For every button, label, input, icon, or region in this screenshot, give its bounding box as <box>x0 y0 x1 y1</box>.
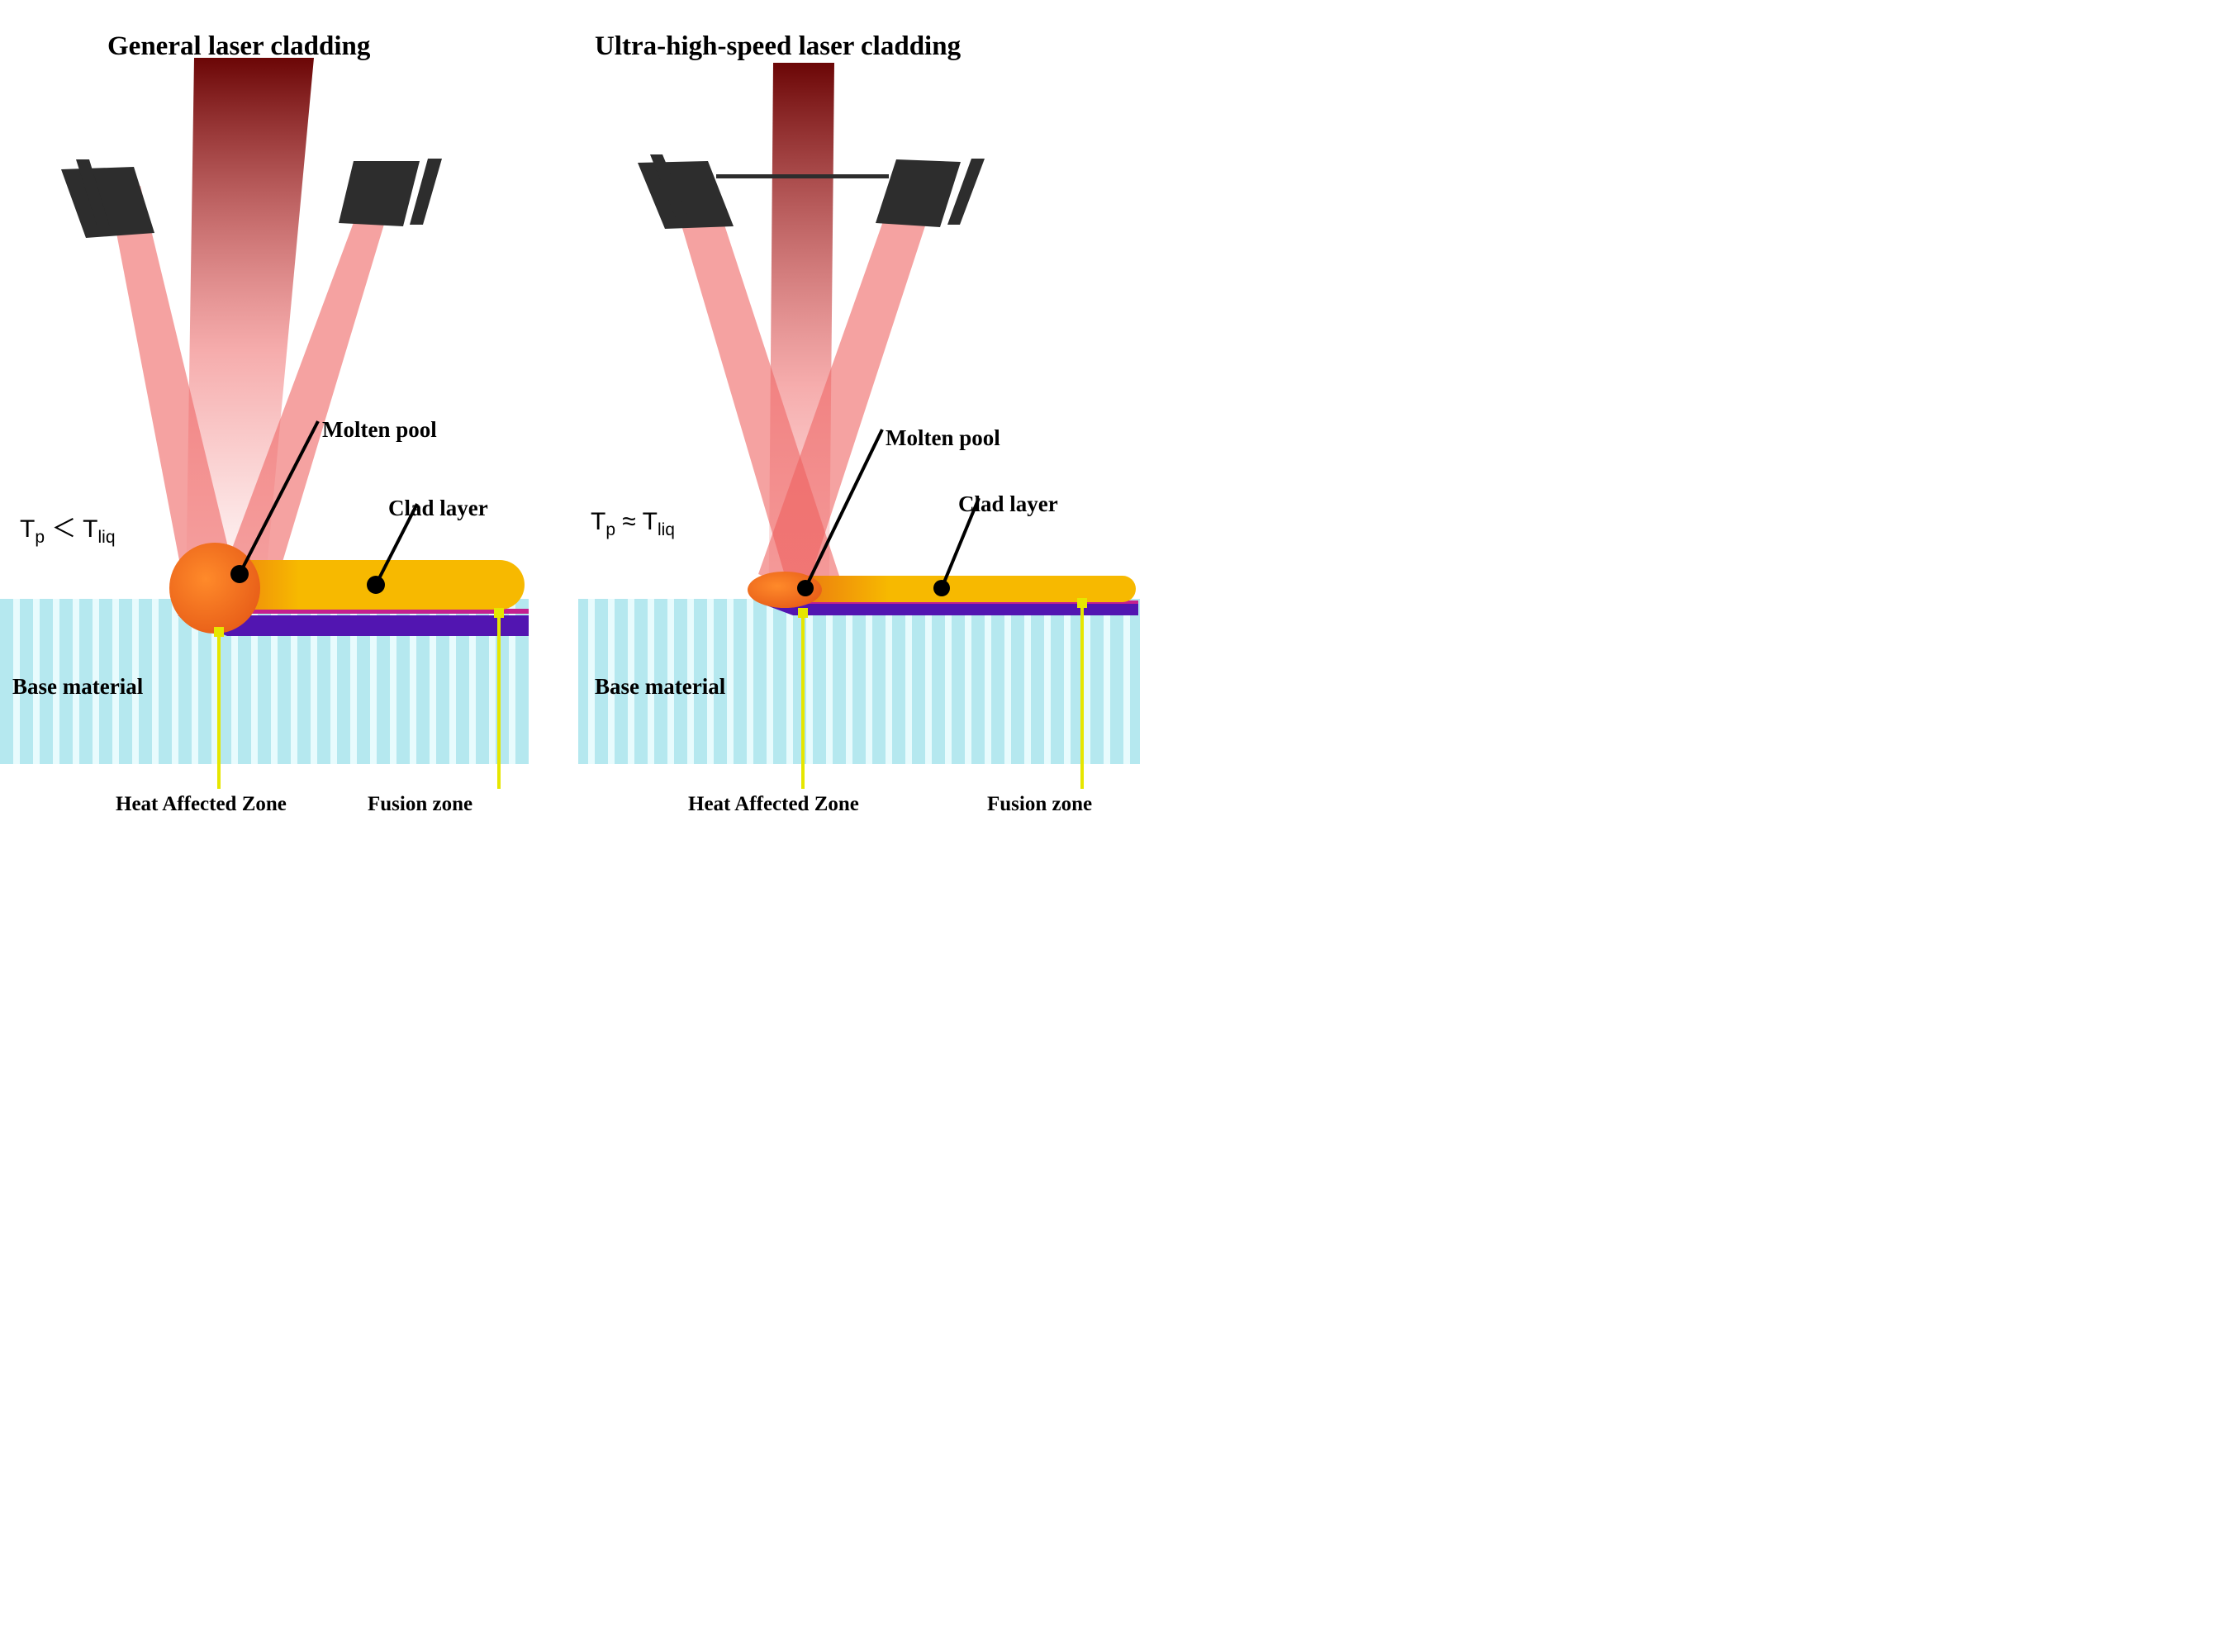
panel-title-uhs: Ultra-high-speed laser cladding <box>595 31 961 62</box>
nozzle-2 <box>339 161 420 226</box>
label-clad-uhs: Clad layer <box>958 491 1058 517</box>
molten-leader-dot <box>230 565 249 583</box>
haz-pointer-tip <box>214 627 224 637</box>
label-fusion-uhs: Fusion zone <box>987 793 1092 816</box>
temp-expression-uhs: Tp ≈ Tliq <box>591 508 675 540</box>
clad-leader-dot <box>367 576 385 594</box>
label-haz-general: Heat Affected Zone <box>116 793 287 816</box>
temp-expression-general: Tp ＜ Tliq <box>20 508 116 548</box>
nozzle-0 <box>61 167 154 238</box>
label-base-uhs: Base material <box>595 674 725 700</box>
nozzle-4 <box>716 174 889 178</box>
label-molten-general: Molten pool <box>322 417 437 443</box>
haz-pointer-tip <box>798 608 808 618</box>
fusion-pointer-tip <box>494 608 504 618</box>
nozzle-2 <box>876 159 961 227</box>
fusion-pointer-tip <box>1077 598 1087 608</box>
label-base-general: Base material <box>12 674 143 700</box>
diagram-stage: General laser cladding Molten pool Clad la… <box>0 0 1297 962</box>
molten-pool <box>169 543 260 634</box>
panel-title-general: General laser cladding <box>107 31 370 62</box>
label-fusion-general: Fusion zone <box>368 793 472 816</box>
label-clad-general: Clad layer <box>388 496 488 521</box>
molten-leader-dot <box>797 580 814 596</box>
label-molten-uhs: Molten pool <box>886 425 1000 451</box>
laser-beam <box>768 63 834 653</box>
clad-leader-dot <box>933 580 950 596</box>
label-haz-uhs: Heat Affected Zone <box>688 793 859 816</box>
diagram-svg <box>0 0 1297 962</box>
